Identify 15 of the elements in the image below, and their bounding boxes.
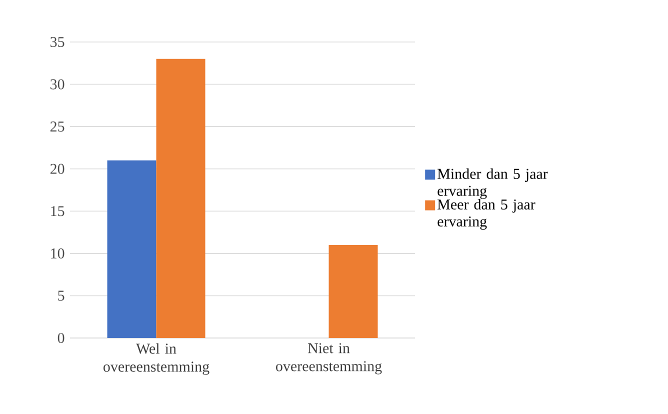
bar — [156, 58, 206, 338]
y-tick-label: 30 — [50, 79, 64, 90]
bar — [328, 244, 378, 338]
y-tick-label: 25 — [50, 122, 64, 132]
y-tick-label: 20 — [50, 164, 64, 174]
legend-label: Minder dan 5 jaar ervaring — [438, 168, 548, 199]
y-tick-label: 0 — [58, 332, 64, 344]
bar — [107, 160, 156, 338]
y-tick-label: 15 — [51, 206, 64, 216]
legend-label: Meer dan 5 jaar ervaring — [438, 198, 536, 230]
x-tick-label: Niet in overeenstemming — [276, 343, 382, 374]
y-tick-label: 5 — [58, 290, 64, 301]
y-tick-label: 35 — [50, 36, 64, 48]
y-tick-label: 10 — [51, 248, 64, 258]
x-tick-label: Wel in overeenstemming — [104, 343, 210, 375]
